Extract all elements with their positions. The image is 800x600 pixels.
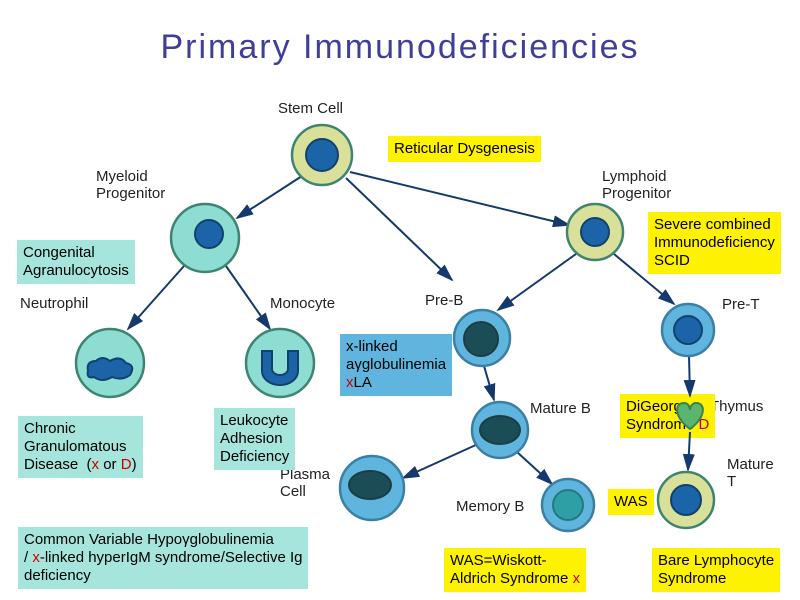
box-xla: x-linkedaγglobulinemiaxLA (340, 334, 452, 396)
cells-layer (0, 0, 800, 600)
label-mature-t: Mature T (727, 456, 774, 491)
label-plasma: Plasma Cell (280, 466, 330, 501)
box-digeorge: DiGeorgeSyndrome D (620, 394, 715, 438)
box-lad: Leukocyte Adhesion Deficiency (214, 408, 295, 470)
label-stem-cell: Stem Cell (278, 100, 343, 117)
label-lymphoid: Lymphoid Progenitor (602, 168, 671, 203)
page-title: Primary Immunodeficiencies (0, 0, 800, 67)
arrows-layer (0, 0, 800, 600)
label-mature-b: Mature B (530, 400, 591, 417)
box-cgd: ChronicGranulomatousDisease (x or D) (18, 416, 143, 478)
box-cvid: Common Variable Hypoγglobulinemia/ x-lin… (18, 527, 308, 589)
label-memory-b: Memory B (456, 498, 524, 515)
label-myeloid: Myeloid Progenitor (96, 168, 165, 203)
box-was-full: WAS=Wiskott-Aldrich Syndrome x (444, 548, 586, 592)
label-pre-t: Pre-T (722, 296, 760, 313)
label-pre-b: Pre-B (425, 292, 463, 309)
label-neutrophil: Neutrophil (20, 295, 88, 312)
box-congenital-agranulocytosis: Congenital Agranulocytosis (17, 240, 135, 284)
label-monocyte: Monocyte (270, 295, 335, 312)
label-thymus: Thymus (710, 398, 763, 415)
box-scid: Severe combined Immunodeficiency SCID (648, 212, 781, 274)
box-bare-lymphocyte: Bare Lymphocyte Syndrome (652, 548, 780, 592)
box-reticular-dysgenesis: Reticular Dysgenesis (388, 136, 541, 162)
box-was: WAS (608, 489, 654, 515)
